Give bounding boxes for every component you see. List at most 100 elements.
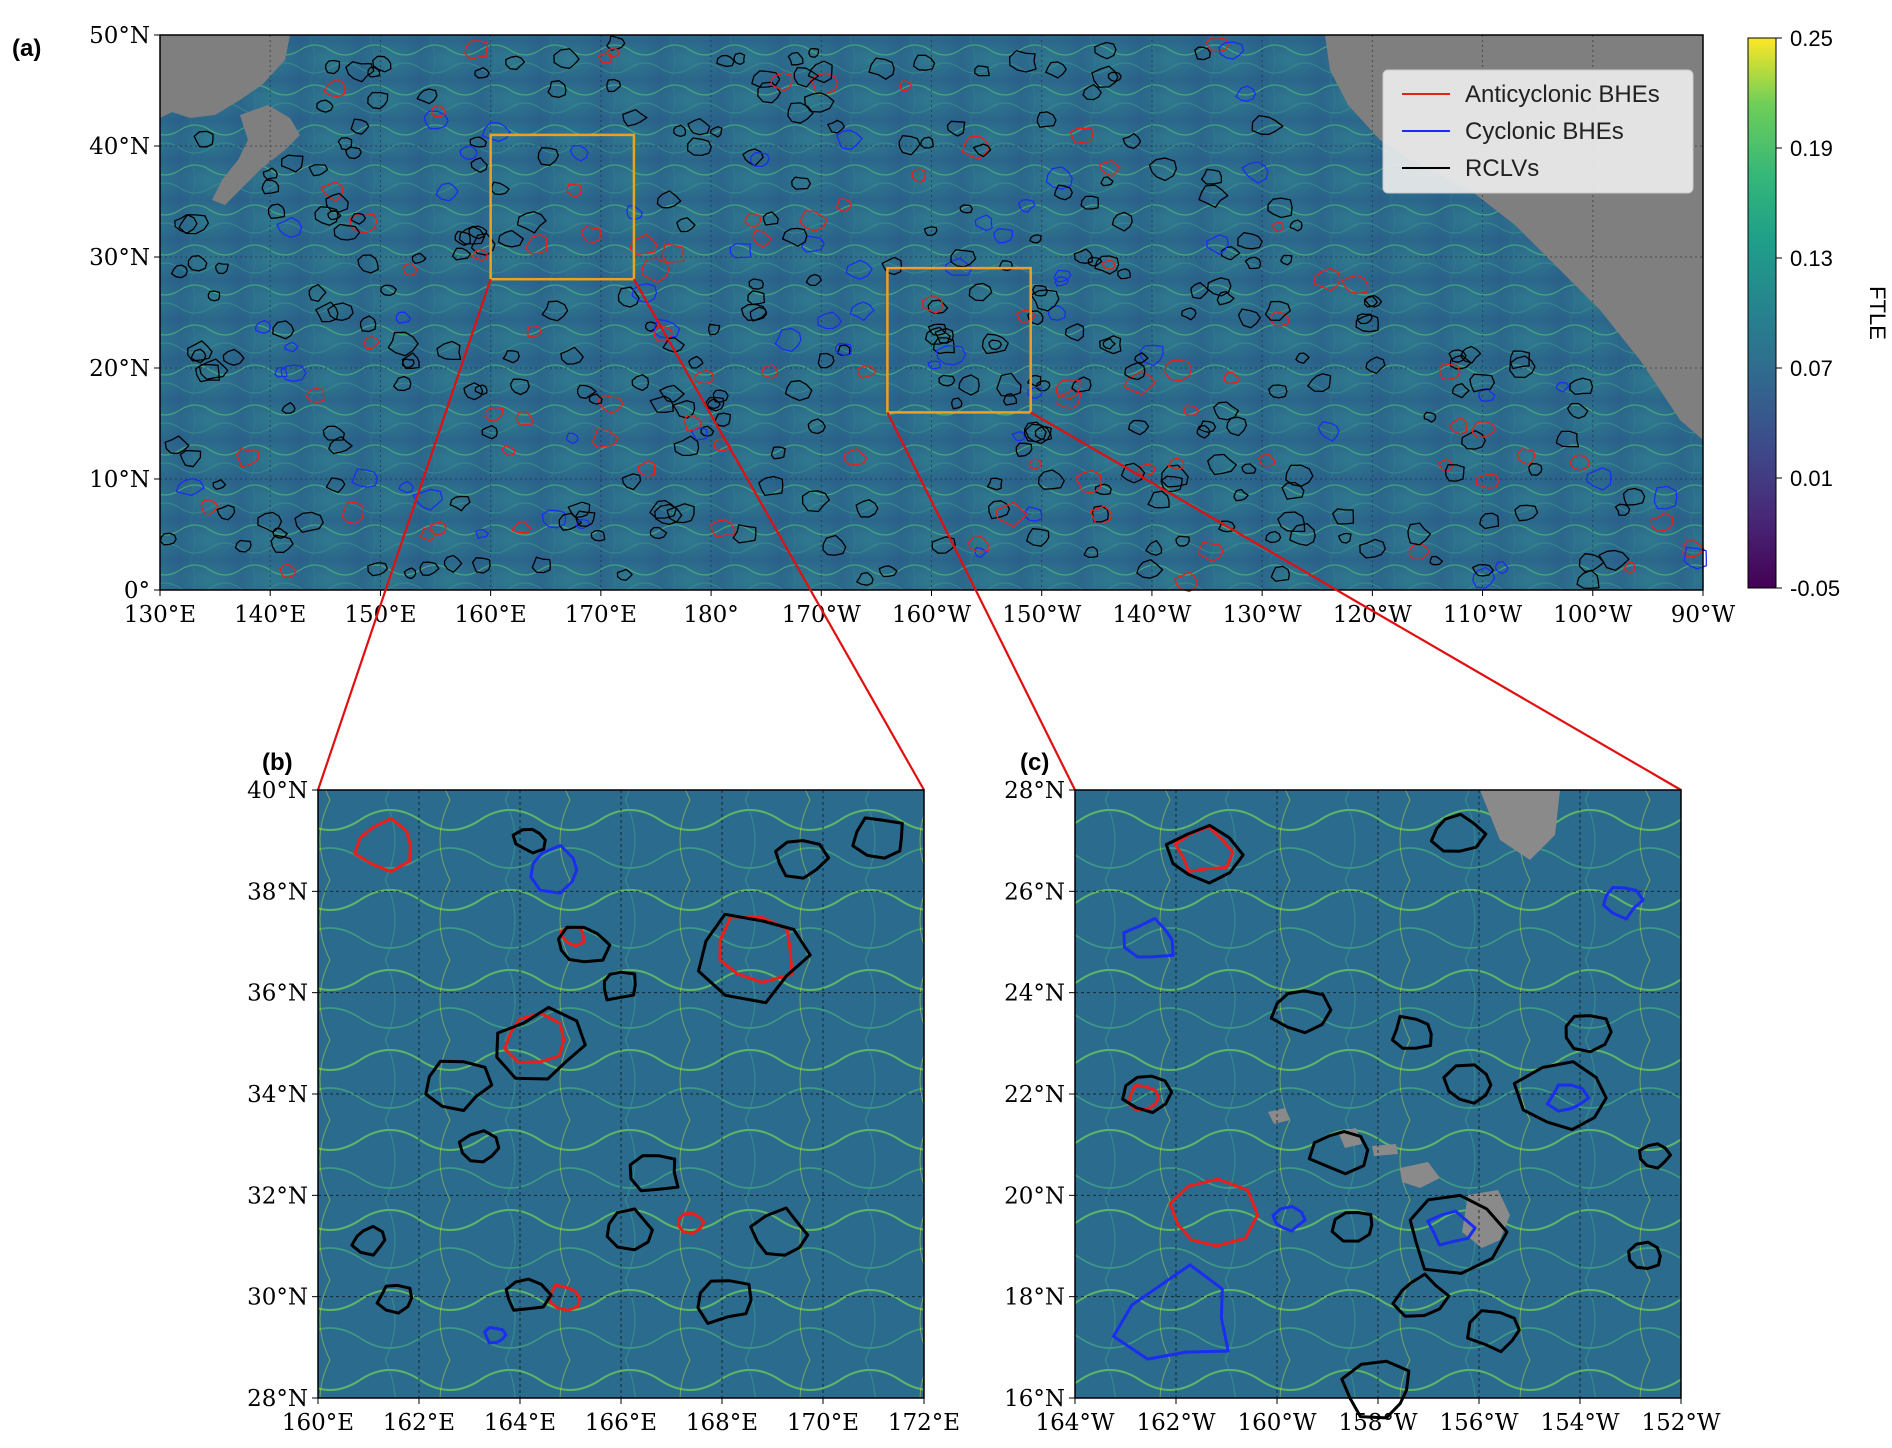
rclv-contour bbox=[416, 88, 438, 105]
rclv-contour bbox=[733, 52, 746, 66]
rclv-contour bbox=[1509, 355, 1536, 379]
kauai-island bbox=[1268, 1108, 1290, 1124]
rclv-contour bbox=[1340, 1359, 1411, 1420]
zoom-box-c bbox=[886, 266, 1032, 414]
rclv-contour bbox=[1578, 553, 1605, 573]
rclv-contour bbox=[662, 337, 685, 353]
cyclonic-contour bbox=[1494, 560, 1509, 575]
y-tick-label: 24°N bbox=[1004, 981, 1065, 1007]
colorbar-tick-label: -0.05 bbox=[1790, 576, 1840, 601]
rclv-contour bbox=[606, 35, 626, 51]
x-tick-label: 130°E bbox=[124, 602, 196, 628]
y-tick-label: 36°N bbox=[247, 981, 308, 1007]
y-tick-label: 50°N bbox=[89, 23, 150, 49]
rclv-contour bbox=[1071, 376, 1092, 393]
cyclonic-contour bbox=[834, 342, 852, 357]
rclv-contour bbox=[178, 214, 210, 235]
rclv-contour bbox=[1233, 488, 1249, 502]
cyclonic-contour bbox=[653, 318, 681, 339]
rclv-contour bbox=[316, 99, 334, 113]
rclv-contour bbox=[1241, 463, 1257, 474]
cyclonic-contour bbox=[1241, 161, 1269, 184]
zoom-box-b bbox=[489, 133, 636, 281]
rclv-contour bbox=[1429, 812, 1488, 853]
y-tick-label: 20°N bbox=[1004, 1183, 1065, 1209]
rclv-contour bbox=[280, 154, 304, 173]
rclv-contour bbox=[345, 61, 375, 83]
rclv-contour bbox=[1034, 425, 1053, 441]
rclv-contour bbox=[747, 290, 766, 306]
rclv-contour bbox=[1111, 211, 1133, 232]
rclv-contour bbox=[257, 511, 283, 533]
rclv-contour bbox=[1472, 563, 1494, 577]
rclv-contour bbox=[504, 1277, 553, 1312]
anticyclonic-contour bbox=[524, 233, 548, 255]
rclv-contour bbox=[350, 212, 367, 225]
rclv-contour bbox=[1285, 464, 1314, 487]
overview-eddy-contours bbox=[159, 35, 1707, 593]
colorbar-label: FTLE bbox=[1865, 286, 1890, 340]
rclv-contour bbox=[367, 91, 389, 110]
rclv-contour bbox=[968, 282, 993, 302]
anticyclonic-contour bbox=[306, 387, 325, 403]
rclv-contour bbox=[1295, 352, 1310, 364]
rclv-contour bbox=[1030, 289, 1060, 312]
rclv-contour bbox=[315, 301, 339, 323]
cyclonic-contour bbox=[845, 259, 873, 280]
cyclonic-contour bbox=[1218, 41, 1245, 60]
cyclonic-contour bbox=[1602, 885, 1645, 921]
rclv-contour bbox=[787, 51, 804, 66]
cyclonic-contour bbox=[1317, 421, 1340, 442]
rclv-contour bbox=[560, 346, 584, 365]
rclv-contour bbox=[696, 1279, 753, 1325]
anticyclonic-contour bbox=[1650, 512, 1674, 532]
x-tick-label: 162°E bbox=[383, 1410, 455, 1436]
rclv-contour bbox=[328, 436, 353, 455]
anticyclonic-contour bbox=[606, 48, 621, 58]
rclv-contour bbox=[817, 352, 835, 369]
cyclonic-contour bbox=[1045, 166, 1073, 190]
rclv-contour bbox=[770, 446, 786, 460]
rclv-contour bbox=[1251, 114, 1284, 136]
anticyclonic-contour bbox=[1258, 453, 1276, 467]
x-tick-label: 164°E bbox=[484, 1410, 556, 1436]
rclv-contour bbox=[1363, 295, 1378, 308]
zoom-b-eddy-contours bbox=[350, 816, 904, 1345]
rclv-contour bbox=[401, 352, 420, 370]
connector-right-c bbox=[1030, 411, 1682, 791]
rclv-contour bbox=[749, 1206, 810, 1257]
anticyclonic-contour bbox=[921, 296, 943, 314]
rclv-contour bbox=[1442, 1063, 1493, 1105]
anticyclonic-contour bbox=[363, 336, 380, 350]
rclv-contour bbox=[958, 374, 980, 396]
rclv-contour bbox=[1330, 1211, 1374, 1243]
y-tick-label: 34°N bbox=[247, 1082, 308, 1108]
rclv-contour bbox=[1264, 300, 1291, 321]
rclv-contour bbox=[333, 223, 361, 241]
cyclonic-contour bbox=[575, 519, 591, 529]
anticyclonic-contour bbox=[1272, 221, 1283, 233]
rclv-contour bbox=[758, 475, 784, 497]
rclv-contour bbox=[1181, 307, 1197, 321]
rclv-contour bbox=[272, 320, 295, 340]
rclv-contour bbox=[497, 229, 524, 248]
panel-letter-a: (a) bbox=[12, 35, 41, 62]
cyclonic-contour bbox=[974, 214, 993, 232]
cyclonic-contour bbox=[729, 243, 752, 259]
overview-x-ticks: 130°E 140°E 150°E 160°E 170°E 180° 170°W 160°W 1… bbox=[124, 590, 1736, 628]
cyclonic-contour bbox=[254, 319, 271, 334]
rclv-contour bbox=[1564, 1014, 1613, 1054]
anticyclonic-contour bbox=[1028, 458, 1042, 470]
rclv-contour bbox=[1265, 530, 1282, 543]
anticyclonic-contour bbox=[526, 325, 543, 338]
x-tick-label: 172°E bbox=[888, 1410, 960, 1436]
x-tick-label: 150°W bbox=[1002, 602, 1081, 628]
rclv-contour bbox=[706, 398, 721, 410]
rclv-contour bbox=[325, 192, 349, 213]
rclv-contour bbox=[451, 247, 472, 261]
anticyclonic-contour bbox=[1101, 259, 1116, 270]
cyclonic-contour bbox=[1053, 269, 1072, 283]
cyclonic-contour bbox=[993, 228, 1013, 244]
anticyclonic-contour bbox=[629, 233, 658, 255]
rclv-contour bbox=[541, 300, 569, 322]
